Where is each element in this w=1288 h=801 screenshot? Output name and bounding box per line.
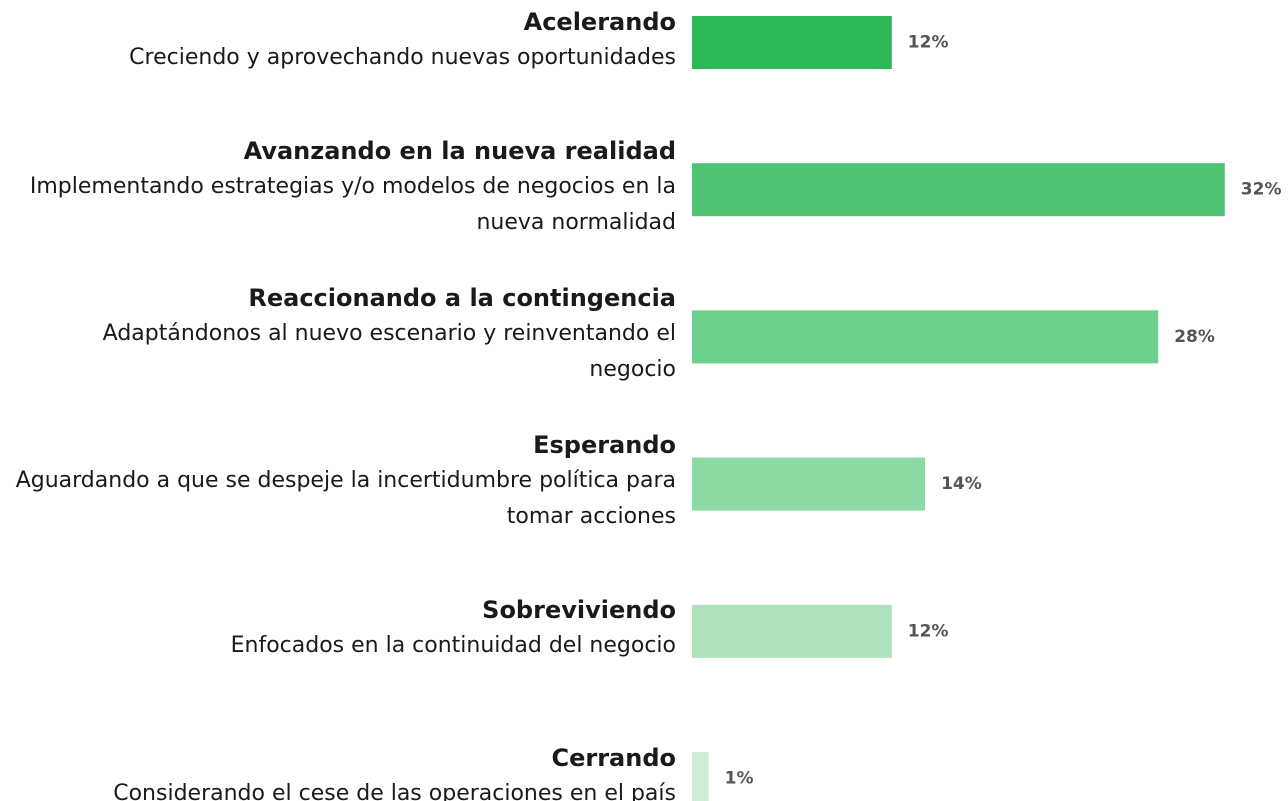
category-description: Adaptándonos al nuevo escenario y reinve…: [102, 320, 676, 382]
category-title: Avanzando en la nueva realidad: [243, 136, 676, 165]
bar: [692, 752, 709, 801]
category-description: Considerando el cese de las operaciones …: [113, 780, 676, 801]
category-label: Acelerando Creciendo y aprovechando nueva…: [0, 0, 676, 100]
bar: [692, 457, 926, 511]
category-description: Enfocados en la continuidad del negocio: [230, 633, 676, 659]
category-label: Cerrando Considerando el cese de las oper…: [0, 716, 676, 801]
category-label: Avanzando en la nueva realidad Implementa…: [0, 127, 676, 247]
bar: [692, 604, 892, 658]
category-label: Esperando Aguardando a que se despeje la …: [0, 421, 676, 541]
value-label: 14%: [941, 474, 982, 494]
bar: [692, 16, 892, 69]
category-title: Reaccionando a la contingencia: [248, 283, 676, 312]
bar: [692, 310, 1159, 364]
category-description: Implementando estrategias y/o modelos de…: [29, 173, 676, 235]
value-label: 12%: [908, 33, 949, 53]
category-title: Sobreviviendo: [482, 596, 676, 625]
category-label: Reaccionando a la contingencia Adaptándon…: [0, 274, 676, 394]
category-title: Esperando: [533, 431, 676, 460]
value-label: 1%: [725, 769, 754, 789]
category-label: Sobreviviendo Enfocados en la continuidad…: [0, 568, 676, 688]
value-label: 32%: [1241, 180, 1282, 200]
category-description: Creciendo y aprovechando nuevas oportuni…: [129, 44, 676, 70]
category-title: Acelerando: [523, 7, 676, 36]
bar: [692, 163, 1225, 217]
value-label: 28%: [1174, 327, 1215, 347]
category-description: Aguardando a que se despeje la incertidu…: [15, 468, 676, 530]
value-label: 12%: [908, 621, 949, 641]
category-title: Cerrando: [551, 743, 676, 772]
